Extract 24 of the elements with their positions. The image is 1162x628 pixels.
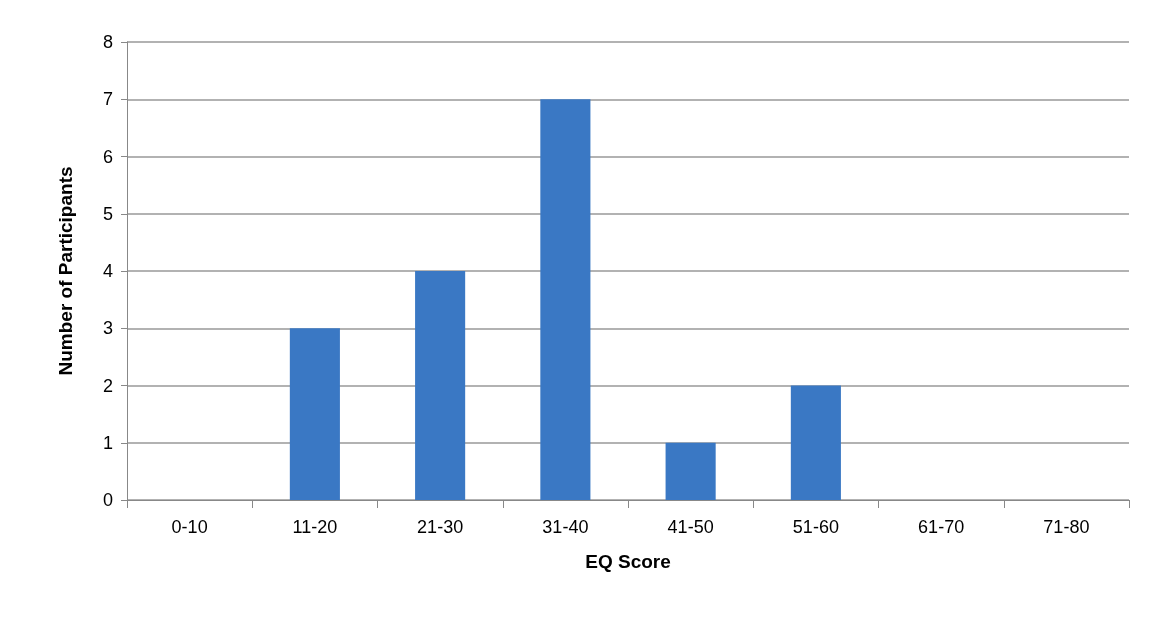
- x-tick-label: 51-60: [792, 517, 839, 537]
- y-tick-label: 0: [102, 490, 113, 510]
- y-tick-label: 8: [102, 32, 113, 52]
- bar: [790, 385, 841, 500]
- y-tick-label: 4: [102, 261, 113, 281]
- y-tick-label: 1: [102, 432, 113, 453]
- x-tick-label: 41-50: [667, 517, 714, 537]
- y-tick-label: 3: [102, 318, 113, 339]
- x-tick-label: 71-80: [1043, 517, 1090, 537]
- bar: [289, 328, 340, 500]
- bar: [415, 271, 466, 500]
- x-tick-label: 61-70: [918, 517, 965, 537]
- x-tick-label: 21-30: [417, 517, 464, 537]
- bar: [540, 99, 591, 500]
- y-axis-title: Number of Participants: [55, 166, 76, 376]
- x-tick-label: 11-20: [292, 517, 338, 537]
- y-tick-label: 5: [102, 203, 113, 224]
- y-tick-label: 2: [102, 375, 113, 396]
- x-tick-label: 31-40: [542, 517, 589, 537]
- x-tick-label: 0-10: [171, 517, 208, 537]
- x-axis-title: EQ Score: [585, 551, 671, 572]
- y-tick-label: 7: [102, 89, 113, 110]
- bar: [665, 442, 716, 500]
- y-tick-label: 6: [102, 146, 113, 167]
